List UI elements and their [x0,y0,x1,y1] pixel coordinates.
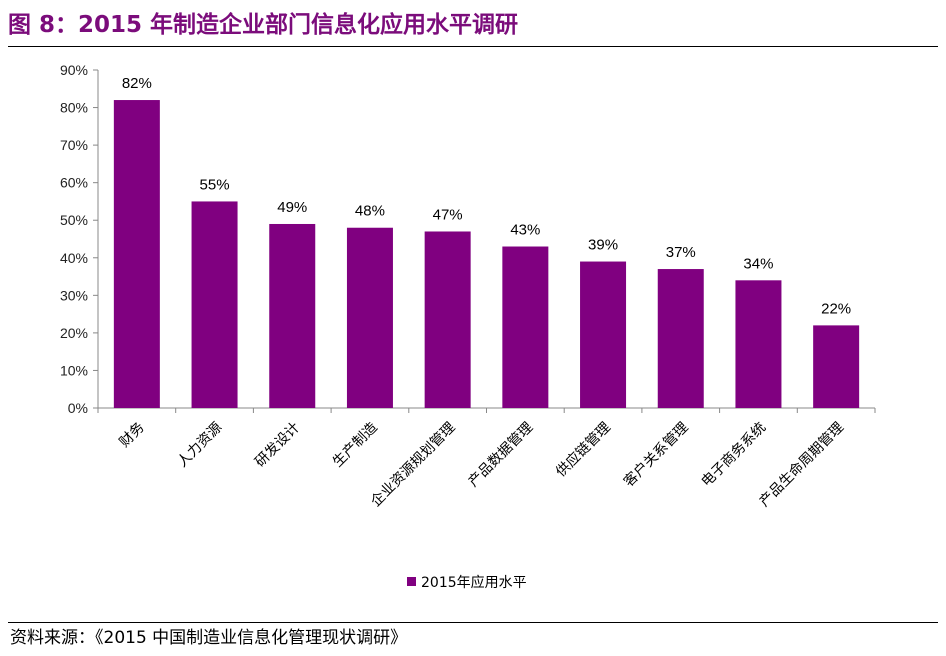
bar [580,261,627,408]
bar [113,100,160,409]
category-label: 客户关系管理 [620,419,691,490]
bar [813,325,860,408]
source-divider [8,622,938,623]
figure-title: 图 8：2015 年制造企业部门信息化应用水平调研 [8,12,519,38]
y-tick-label: 40% [60,250,88,266]
bars [113,100,860,409]
bar [191,201,238,408]
x-axis [97,407,876,413]
category-label: 产品生命周期管理 [756,419,847,510]
y-tick-label: 60% [60,175,88,191]
category-label: 研发设计 [252,420,303,471]
source-note: 资料来源：《2015 中国制造业信息化管理现状调研》 [10,628,408,648]
data-label: 22% [821,300,851,317]
bar [735,280,782,408]
y-tick-label: 70% [60,137,88,153]
data-label: 39% [588,237,618,254]
y-tick-label: 10% [60,362,88,378]
data-label: 47% [433,206,463,223]
category-label: 企业资源规划管理 [367,419,458,510]
bar [424,231,471,408]
y-tick-label: 0% [68,400,88,416]
legend-swatch [407,577,416,586]
y-tick-label: 90% [60,62,88,78]
y-axis: 0% 10% 20% 30% 40% 50% 60% 70% 80% 90% [60,62,99,416]
bar [269,223,316,408]
data-label: 37% [666,244,696,261]
data-label: 34% [743,255,773,272]
legend: 2015年应用水平 [407,574,527,591]
bar [502,246,549,408]
data-label: 49% [277,199,307,216]
category-label: 财务 [117,420,148,451]
y-tick-label: 50% [60,212,88,228]
category-labels: 财务 人力资源 研发设计 生产制造企业资源规划管理 产品数据管理 供应链管理 客户关系管理电… [117,419,847,510]
title-divider [8,46,938,47]
y-tick-label: 80% [60,100,88,116]
bar [346,227,393,408]
category-label: 生产制造 [330,420,381,471]
category-label: 产品数据管理 [465,420,536,491]
category-label: 供应链管理 [552,419,614,481]
bar-chart: 0% 10% 20% 30% 40% 50% 60% 70% 80% 90% 82% 55% 49% 4… [60,62,876,591]
legend-label: 2015年应用水平 [421,574,527,591]
category-label: 人力资源 [174,420,225,471]
bar [657,269,704,408]
y-tick-label: 20% [60,325,88,341]
data-label: 82% [122,75,152,92]
category-label: 电子商务系统 [699,420,770,491]
data-label: 43% [510,222,540,239]
y-tick-label: 30% [60,287,88,303]
data-labels: 82% 55% 49% 48% 47% 43% 39% 37% 34% 22% [122,75,851,317]
data-label: 55% [200,176,230,193]
data-label: 48% [355,203,385,220]
